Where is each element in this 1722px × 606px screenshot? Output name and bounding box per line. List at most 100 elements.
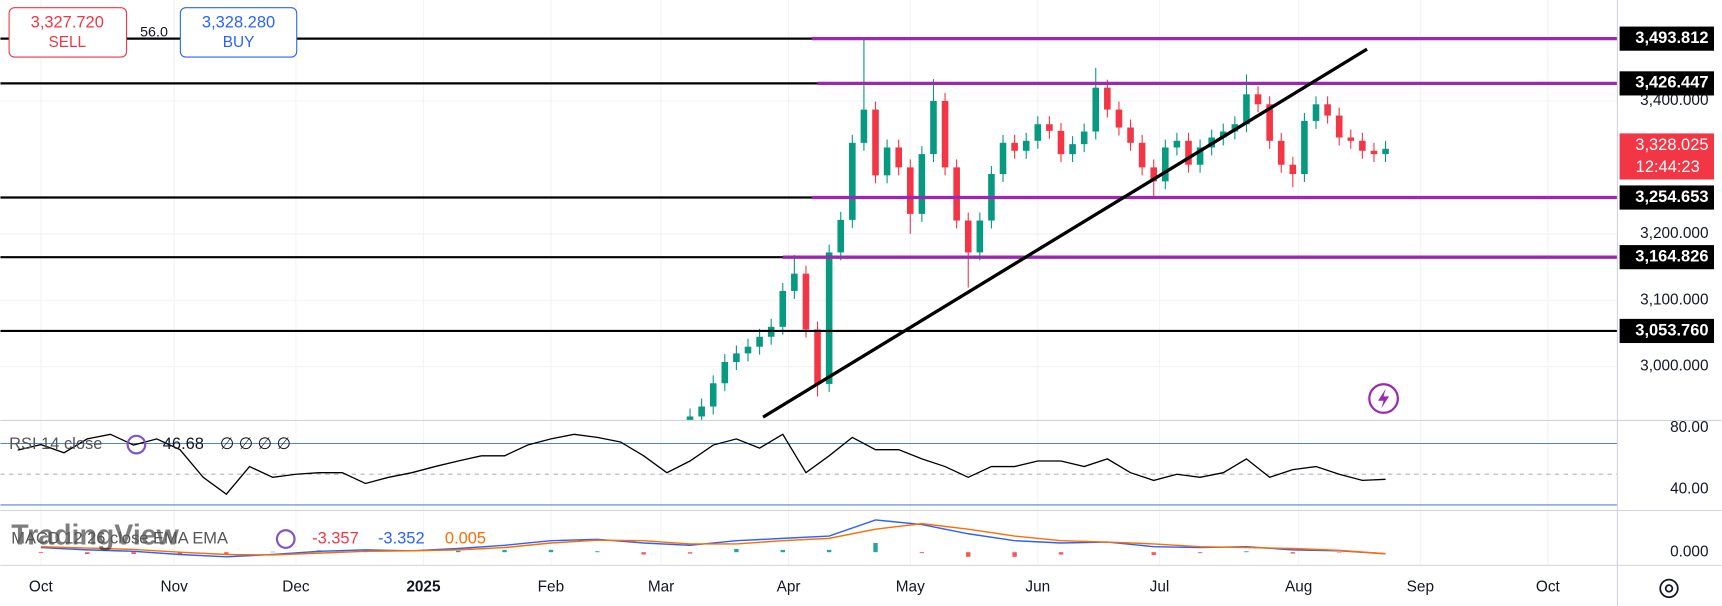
- histogram-bar: [1290, 552, 1296, 554]
- candle-body: [1173, 140, 1181, 148]
- sell-box[interactable]: [8, 7, 128, 58]
- histogram-bar: [595, 551, 600, 553]
- candle-body: [1382, 148, 1389, 155]
- macd-pane: [38, 519, 1388, 558]
- level-tag: [1619, 185, 1715, 210]
- histogram-bar: [641, 552, 646, 555]
- x-tick-label: Sep: [1407, 578, 1434, 595]
- candle-body: [1011, 142, 1018, 151]
- candle-body: [872, 109, 879, 176]
- macd-header-value: 0.005: [445, 529, 486, 547]
- candle-body: [814, 329, 821, 384]
- level-tag: [1619, 26, 1715, 51]
- rsi-line: [17, 433, 1386, 496]
- x-tick-label: May: [896, 578, 925, 595]
- histogram-bar: [873, 542, 878, 553]
- histogram-bar: [1012, 552, 1017, 557]
- alert-bolt[interactable]: [1378, 388, 1390, 409]
- candle-body: [1254, 94, 1262, 105]
- candle-body: [1301, 120, 1308, 175]
- histogram-bar: [734, 548, 739, 553]
- y-tick-label: 0.000: [1670, 543, 1708, 560]
- candle-body: [1359, 140, 1366, 151]
- histogram-bar: [85, 552, 90, 555]
- candle-body: [791, 273, 798, 291]
- countdown: 12:44:23: [1636, 158, 1700, 176]
- rsi-title[interactable]: RSI 14 close: [9, 435, 102, 453]
- histogram-bar: [966, 552, 971, 557]
- candle-body: [999, 142, 1007, 175]
- candle-body: [1266, 104, 1273, 141]
- candle-body: [1115, 109, 1123, 128]
- candle-body: [883, 147, 891, 176]
- candle-body: [837, 219, 845, 253]
- candle-body: [1219, 131, 1227, 138]
- histogram-bar: [177, 552, 183, 555]
- level-label: 3,493.812: [1635, 29, 1708, 47]
- buy-button[interactable]: 3,328.280 BUY: [179, 7, 298, 58]
- rsi-extra: ∅ ∅ ∅ ∅: [220, 435, 291, 453]
- candle-body: [1092, 87, 1100, 132]
- sell-label[interactable]: SELL: [48, 34, 86, 51]
- settings-core[interactable]: [1664, 584, 1674, 593]
- candle-body: [802, 273, 810, 330]
- histogram-bar: [1197, 552, 1203, 554]
- watermark: TradingView: [11, 519, 179, 551]
- candle-body: [686, 416, 694, 421]
- candle-body: [860, 109, 868, 143]
- x-tick-label: Oct: [1536, 578, 1561, 595]
- buy-box[interactable]: [179, 7, 298, 58]
- level-label: 3,254.653: [1635, 188, 1708, 206]
- histogram-bar: [826, 549, 832, 553]
- x-tick-label: Oct: [29, 578, 54, 595]
- candle-body: [918, 154, 926, 214]
- histogram-bar: [224, 552, 229, 555]
- candle-body: [825, 252, 833, 384]
- candle-body: [1127, 127, 1134, 143]
- histogram-bar: [1244, 551, 1249, 553]
- settings-icon[interactable]: [1659, 578, 1679, 599]
- spread: 56.0: [140, 25, 168, 41]
- candle-body: [733, 353, 740, 363]
- last-price-label: 3,328.025: [1635, 136, 1708, 154]
- candle-body: [698, 406, 705, 417]
- candle-body: [1162, 147, 1169, 182]
- x-tick-label: Mar: [648, 578, 674, 595]
- x-tick-label: Feb: [538, 578, 564, 595]
- candle-body: [953, 167, 960, 221]
- histogram-bar: [502, 549, 507, 553]
- candle-body: [1150, 167, 1158, 182]
- price-pane: [0, 37, 1618, 421]
- candle-body: [1335, 115, 1343, 138]
- level-label: 3,164.826: [1635, 248, 1708, 266]
- macd-title[interactable]: MACD 12 26 close EMA EMA: [11, 529, 228, 547]
- x-tick-label: Apr: [777, 578, 801, 595]
- candle-body: [1080, 131, 1088, 145]
- candle-body: [709, 383, 717, 407]
- x-tick-label: Jun: [1025, 578, 1050, 595]
- candle-body: [1324, 104, 1331, 116]
- candle-body: [1034, 124, 1042, 141]
- candle-body: [1046, 124, 1053, 131]
- candle-body: [930, 100, 937, 155]
- candle-body: [1196, 147, 1204, 165]
- histogram-bar: [780, 549, 785, 553]
- buy-price[interactable]: 3,328.280: [202, 13, 275, 31]
- sell-price[interactable]: 3,327.720: [31, 13, 104, 31]
- sell-button[interactable]: 3,327.720 SELL: [8, 7, 128, 58]
- macd-header-value: -3.352: [378, 529, 425, 547]
- x-tick-label: 2025: [406, 578, 441, 595]
- trend-line: [762, 47, 1368, 419]
- macd-icon[interactable]: [275, 529, 296, 549]
- x-tick-label: Dec: [282, 578, 310, 595]
- x-tick-label: Jul: [1150, 578, 1170, 595]
- alert-icon[interactable]: [1368, 383, 1399, 414]
- buy-label[interactable]: BUY: [223, 34, 255, 51]
- candle-body: [976, 220, 984, 253]
- candle-body: [964, 220, 972, 253]
- settings-ring[interactable]: [1659, 578, 1679, 599]
- candle-body: [849, 142, 856, 220]
- rsi-icon[interactable]: [126, 434, 147, 455]
